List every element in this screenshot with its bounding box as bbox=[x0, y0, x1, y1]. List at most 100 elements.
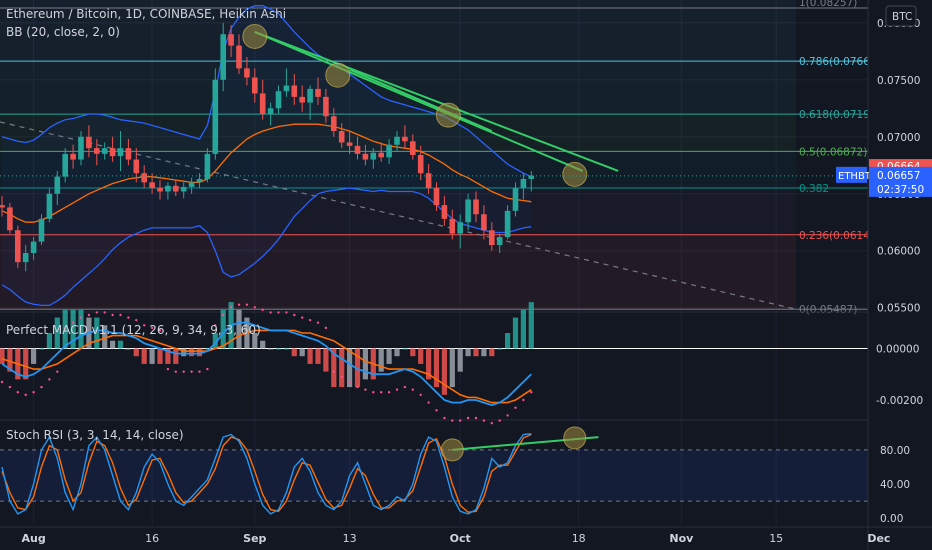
highlight-circle bbox=[563, 426, 587, 450]
macd-dot-marker bbox=[40, 385, 43, 389]
macd-histogram-bar bbox=[173, 348, 179, 364]
macd-dot-marker bbox=[451, 419, 454, 422]
candle-body bbox=[244, 68, 250, 78]
macd-dot-marker bbox=[403, 385, 407, 389]
macd-histogram-bar bbox=[528, 302, 534, 349]
macd-line bbox=[1, 321, 532, 407]
fib-level-label: 0.382 bbox=[799, 183, 829, 195]
candle-body bbox=[252, 77, 258, 94]
macd-dot-marker bbox=[308, 318, 312, 322]
candle-body bbox=[370, 152, 377, 160]
candle-body bbox=[417, 155, 424, 174]
macd-axis-tick-label: 0.00000 bbox=[876, 343, 919, 355]
macd-dot-marker bbox=[135, 318, 138, 322]
macd-dot-marker bbox=[0, 380, 4, 384]
macd-dot-marker bbox=[372, 391, 375, 394]
candle-body bbox=[220, 34, 226, 80]
chart-title: Ethereum / Bitcoin, 1D, COINBASE, Heikin… bbox=[6, 7, 286, 21]
candle-body bbox=[433, 188, 440, 206]
macd-histogram-bar bbox=[291, 348, 297, 357]
macd-histogram-bar bbox=[489, 348, 495, 357]
macd-histogram-bar bbox=[433, 348, 440, 388]
price-axis-background bbox=[868, 0, 932, 550]
macd-histogram-bar bbox=[362, 348, 368, 380]
candle-body bbox=[315, 88, 321, 97]
macd-histogram-bar bbox=[331, 348, 337, 388]
macd-signal-line bbox=[1, 329, 532, 404]
resistance-trendline bbox=[254, 30, 584, 172]
macd-histogram-bar bbox=[181, 348, 187, 357]
candle-body bbox=[291, 85, 298, 97]
macd-dot-marker bbox=[16, 391, 19, 394]
macd-histogram-bar bbox=[275, 348, 282, 350]
macd-dot-marker bbox=[482, 419, 486, 422]
fib-zone bbox=[0, 151, 796, 189]
macd-dot-marker bbox=[229, 306, 233, 309]
macd-histogram-bar bbox=[441, 348, 447, 395]
macd-dot-marker bbox=[48, 378, 51, 381]
time-axis-label: 16 bbox=[145, 532, 159, 545]
time-axis-label: Sep bbox=[243, 532, 266, 545]
ticker-label: ETHBTC bbox=[838, 171, 877, 182]
fib-level-label: 0.236(0.06140) bbox=[799, 230, 881, 242]
macd-histogram-bar bbox=[0, 348, 5, 364]
macd-dot-marker bbox=[474, 416, 478, 420]
candle-body bbox=[157, 188, 163, 192]
last-price-blue-label: 0.06657 bbox=[877, 170, 920, 182]
macd-dot-marker bbox=[158, 329, 162, 332]
macd-dot-marker bbox=[32, 391, 35, 394]
fib-level-label: 0.5(0.06872) bbox=[799, 146, 867, 158]
macd-histogram-bar bbox=[141, 348, 147, 364]
fib-level-label: 1(0.08257) bbox=[799, 0, 857, 9]
macd-dot-marker bbox=[530, 391, 533, 394]
price-axis-tick-label: 0.07000 bbox=[877, 132, 920, 144]
countdown-label: 02:37:50 bbox=[877, 184, 924, 196]
macd-dot-marker bbox=[348, 380, 351, 384]
candle-body bbox=[212, 79, 219, 154]
macd-histogram-bar bbox=[102, 325, 108, 349]
macd-histogram-bar bbox=[70, 309, 76, 349]
macd-dot-marker bbox=[332, 370, 335, 373]
ticker-badge bbox=[836, 166, 867, 183]
macd-histogram-bar bbox=[520, 309, 526, 349]
candle-body bbox=[94, 148, 100, 154]
macd-dot-marker bbox=[111, 313, 114, 317]
macd-dot-marker bbox=[427, 401, 430, 404]
candle-body bbox=[283, 85, 290, 92]
macd-histogram-bar bbox=[46, 333, 52, 349]
macd-histogram-bar bbox=[402, 348, 408, 350]
candle-body bbox=[22, 253, 29, 263]
fib-zone bbox=[0, 188, 796, 235]
candle-body bbox=[457, 222, 463, 234]
candle-body bbox=[489, 230, 495, 246]
macd-dot-marker bbox=[87, 313, 91, 317]
time-axis-label: Oct bbox=[450, 532, 471, 545]
resistance-trendline bbox=[254, 30, 619, 172]
candle-body bbox=[180, 186, 187, 192]
macd-histogram-bar bbox=[125, 348, 131, 350]
stoch-k-line bbox=[1, 433, 532, 515]
macd-histogram-bar bbox=[220, 309, 226, 349]
candle-body bbox=[425, 173, 432, 189]
macd-dot-marker bbox=[103, 311, 106, 314]
highlight-circle bbox=[242, 23, 268, 49]
macd-dot-marker bbox=[127, 316, 130, 319]
macd-histogram-bar bbox=[378, 348, 384, 372]
macd-dot-marker bbox=[380, 391, 383, 394]
highlight-circle bbox=[435, 102, 461, 128]
macd-histogram-bar bbox=[149, 348, 155, 364]
candle-body bbox=[410, 141, 416, 155]
macd-histogram-bar bbox=[117, 340, 124, 349]
candle-body bbox=[275, 91, 282, 109]
fib-level-label: 0.618(0.07199) bbox=[799, 109, 881, 121]
time-axis-label: 15 bbox=[769, 532, 783, 545]
candle-body bbox=[117, 148, 124, 157]
macd-histogram-bar bbox=[133, 348, 139, 357]
candle-body bbox=[54, 176, 61, 194]
candle-body bbox=[402, 136, 408, 142]
macd-dot-marker bbox=[79, 316, 83, 319]
candle-body bbox=[473, 199, 479, 215]
currency-button[interactable] bbox=[885, 5, 917, 27]
macd-dot-marker bbox=[490, 421, 493, 425]
macd-dot-marker bbox=[222, 313, 225, 317]
